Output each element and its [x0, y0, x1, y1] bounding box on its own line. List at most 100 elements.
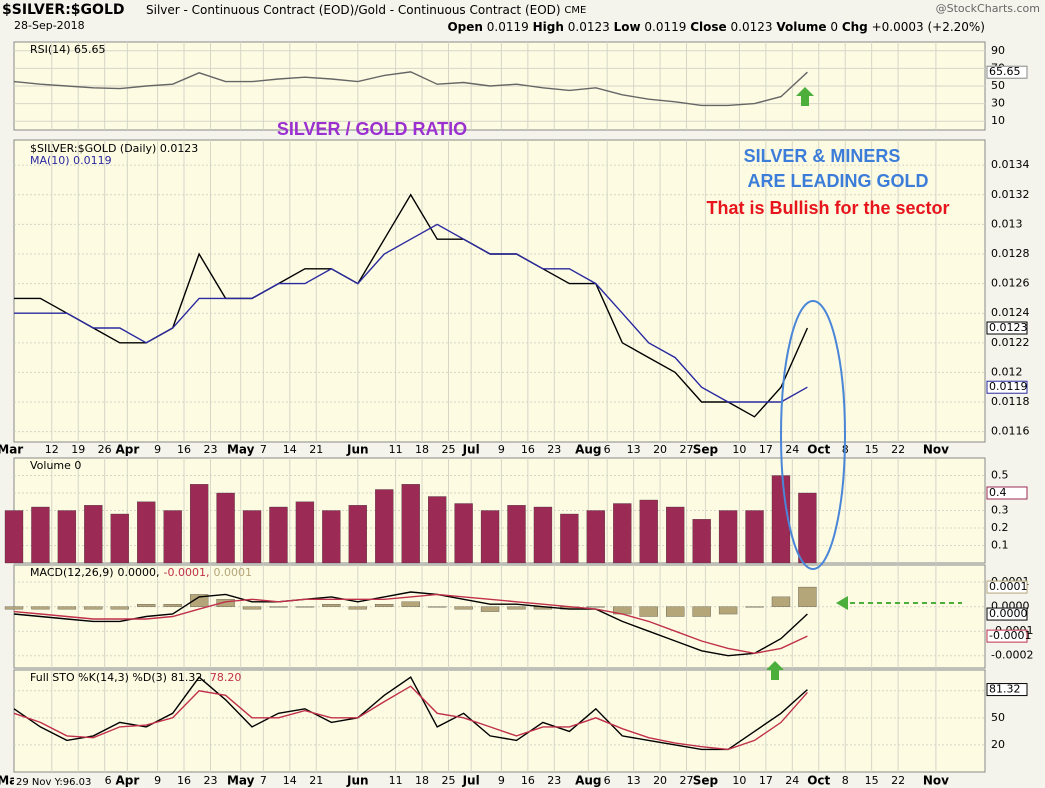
- bar: [771, 596, 791, 607]
- x-tick-label: 27: [680, 443, 694, 456]
- x-tick-label: Sep: [693, 443, 719, 457]
- last-value-box: [986, 486, 1028, 500]
- x-tick-label: Mar: [0, 443, 23, 457]
- x-tick-label: May: [227, 443, 255, 457]
- x-tick-label: 18: [415, 443, 429, 456]
- bar: [84, 606, 103, 610]
- bar: [718, 510, 738, 564]
- bar: [533, 506, 553, 564]
- source: @StockCharts.com: [936, 2, 1040, 15]
- bar: [269, 606, 288, 608]
- last-value-label: 0.0000: [989, 607, 1028, 620]
- last-value-label: 0.0123: [989, 321, 1028, 334]
- q: 0.0119: [487, 20, 529, 34]
- bar: [375, 604, 394, 607]
- x-tick-label: 6: [604, 443, 611, 456]
- q: Volume: [776, 20, 826, 34]
- x-tick-label: 25: [441, 443, 455, 456]
- y-tick-label: 0.012: [991, 365, 1023, 378]
- bar: [798, 492, 817, 564]
- bar: [295, 501, 315, 564]
- bar: [216, 492, 235, 564]
- x-tick-label: 14: [283, 443, 297, 456]
- y-tick-label: 50: [991, 79, 1005, 92]
- x-tick-label: 16: [177, 443, 191, 456]
- bar: [586, 606, 605, 608]
- q: 0.0123: [568, 20, 610, 34]
- bar: [401, 601, 420, 607]
- x-tick-label: Nov: [923, 443, 949, 457]
- x-tick-label: 13: [627, 443, 641, 456]
- last-value-label: 0.0001: [989, 580, 1028, 593]
- bar: [4, 606, 24, 610]
- bar: [348, 606, 367, 610]
- x-tick-label: 16: [521, 443, 535, 456]
- annotation: SILVER & MINERS: [744, 146, 901, 166]
- y-tick-label: 0.5: [991, 469, 1009, 482]
- bar: [322, 510, 341, 564]
- x-tick-label: 20: [653, 443, 667, 456]
- q: +0.0003 (+2.20%): [872, 20, 985, 34]
- x-tick-label: 17: [759, 774, 773, 787]
- bar: [692, 519, 711, 564]
- description: Silver - Continuous Contract (EOD)/Gold …: [146, 3, 586, 17]
- panel-title-value: 78.20: [210, 671, 242, 684]
- desc: Silver - Continuous Contract (EOD)/Gold …: [146, 3, 561, 17]
- panel-title: Full STO %K(14,3) %D(3) 81.32, 78.20: [30, 671, 241, 684]
- bar: [428, 496, 447, 564]
- x-tick-label: 16: [177, 774, 191, 787]
- q: Open: [447, 20, 482, 34]
- bar: [163, 510, 182, 564]
- y-tick-label: 50: [991, 711, 1005, 724]
- x-tick-label: 18: [415, 774, 429, 787]
- y-tick-label: 0.0116: [991, 425, 1030, 438]
- panel-title: RSI(14) 65.65: [30, 43, 105, 56]
- y-tick-label: 0.0134: [991, 158, 1030, 171]
- bar: [480, 606, 500, 612]
- x-tick-label: Aug: [575, 774, 601, 788]
- arrow: [836, 596, 848, 610]
- q: Low: [614, 20, 641, 34]
- bar: [31, 606, 50, 610]
- last-value-label: 0.4: [989, 486, 1007, 499]
- y-tick-label: 30: [991, 97, 1005, 110]
- bar: [666, 606, 685, 617]
- bar: [348, 505, 367, 564]
- x-tick-label: 22: [891, 774, 905, 787]
- x-tick-label: 7: [260, 774, 267, 787]
- bar: [560, 513, 579, 564]
- panel-title-value: 81.32,: [171, 671, 206, 684]
- y-tick-label: 0.1: [991, 539, 1009, 552]
- bar: [692, 606, 711, 617]
- x-tick-label: 9: [498, 443, 505, 456]
- x-tick-label: Sep: [693, 774, 719, 788]
- x-tick-label: 22: [891, 443, 905, 456]
- bar: [57, 510, 77, 564]
- last-value-box: [986, 607, 1028, 621]
- y-tick-label: 0.2: [991, 521, 1009, 534]
- x-tick-label: 9: [154, 774, 161, 787]
- bar: [242, 606, 262, 610]
- last-value-box: [986, 580, 1028, 594]
- series-line: [14, 223, 808, 403]
- q: Chg: [842, 20, 868, 34]
- y-tick-label: 0.0118: [991, 395, 1030, 408]
- last-value-box: [986, 683, 1028, 697]
- last-value-box: [986, 65, 1028, 79]
- bar: [454, 503, 473, 564]
- x-tick-label: 7: [260, 443, 267, 456]
- x-tick-label: 23: [203, 443, 217, 456]
- bar: [295, 606, 315, 608]
- plot-area: [13, 564, 986, 669]
- x-tick-label: Oct: [807, 774, 830, 788]
- panel-title-text: RSI(14) 65.65: [30, 43, 105, 56]
- x-tick-label: 11: [389, 443, 403, 456]
- bar: [84, 505, 103, 564]
- panel-title: MACD(12,26,9) 0.0000, -0.0001, 0.0001: [30, 566, 252, 579]
- bar: [216, 599, 235, 607]
- panel-title: Volume 0: [30, 459, 81, 472]
- q: 0.0119: [644, 20, 686, 34]
- bar: [110, 606, 129, 610]
- bar: [57, 606, 77, 610]
